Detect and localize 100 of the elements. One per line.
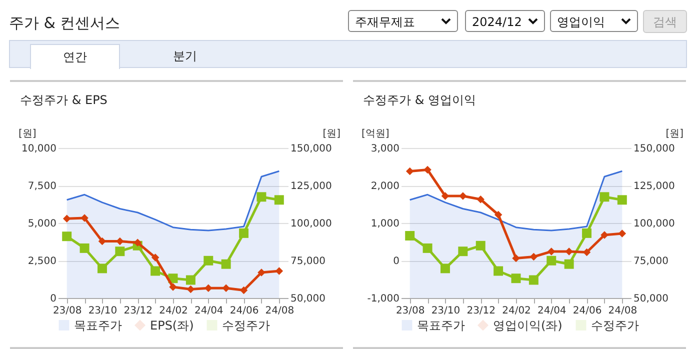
x-tick-label: 24/08 (265, 306, 294, 316)
y-tick-label: 10,000 (22, 144, 56, 154)
point (186, 275, 196, 285)
x-tick-label: 23/08 (52, 306, 82, 316)
point (275, 267, 284, 275)
y2-tick-label: 50,000 (290, 294, 326, 304)
point (406, 167, 414, 176)
x-tick-label: 23/08 (396, 306, 425, 316)
text: 2024/12 (472, 15, 522, 29)
point (116, 237, 124, 246)
point (97, 264, 107, 274)
x-tick-label: 24/06 (572, 306, 602, 316)
y2-tick-label: 75,000 (290, 256, 326, 267)
point (422, 243, 432, 253)
point (80, 243, 90, 253)
text: 주가 & 컨센서스 (9, 14, 120, 33)
text: 영업이익 (557, 15, 605, 29)
text: 주재무제표 (355, 15, 415, 29)
point (221, 259, 231, 269)
text: 검색 (643, 10, 687, 33)
y2-tick-label: 150,000 (634, 144, 675, 154)
point (476, 196, 484, 204)
point (528, 275, 538, 285)
point (618, 230, 626, 238)
point (582, 248, 591, 256)
chart-title: 수정주가 & EPS (20, 92, 108, 109)
y-axis-title: [억원] (362, 128, 390, 140)
y2-tick-label: 125,000 (290, 181, 332, 192)
y-tick-label: 2,000 (370, 181, 400, 192)
point (240, 286, 248, 294)
x-tick-label: 24/04 (194, 306, 224, 316)
point (530, 252, 538, 261)
point (494, 266, 504, 276)
y2-tick-label: 150,000 (290, 144, 332, 154)
point (169, 283, 177, 291)
legend-label: 영업이익(좌) (493, 318, 562, 332)
y2-tick-label: 100,000 (290, 218, 332, 230)
point (256, 192, 266, 202)
point (115, 246, 125, 256)
y-tick-label: 0 (50, 294, 56, 304)
y-tick-label: 2,500 (28, 256, 56, 267)
y2-axis-title: [원] (322, 128, 341, 140)
point (565, 248, 573, 256)
x-tick-label: 24/08 (608, 306, 638, 316)
point (204, 256, 214, 266)
y2-axis-title: [원] (666, 128, 684, 140)
point (62, 232, 72, 242)
y-tick-label: 5,000 (28, 218, 56, 230)
point (424, 166, 432, 174)
y2-tick-label: 125,000 (634, 181, 675, 192)
x-tick-label: 23/12 (466, 306, 496, 316)
point (134, 238, 142, 247)
point (564, 259, 574, 269)
y-tick-label: -1,000 (367, 294, 400, 304)
point (150, 266, 160, 276)
point (512, 254, 520, 262)
text: 분기 (172, 48, 198, 65)
point (600, 192, 610, 202)
point (494, 210, 502, 219)
x-tick-label: 24/04 (537, 306, 566, 316)
legend-label: EPS(좌) (150, 318, 194, 332)
point (600, 231, 608, 239)
point (258, 268, 266, 276)
point (546, 256, 556, 266)
point (186, 285, 195, 294)
point (405, 231, 415, 240)
y2-tick-label: 50,000 (634, 294, 668, 304)
point (239, 228, 249, 238)
point (582, 228, 592, 238)
point (476, 240, 486, 250)
legend-label: 수정주가 (591, 318, 639, 332)
chart-title: 수정주가 & 영업이익 (363, 92, 476, 109)
point (511, 274, 521, 284)
y-tick-label: 3,000 (370, 144, 400, 154)
x-tick-label: 24/06 (230, 306, 259, 316)
point (458, 246, 468, 256)
legend-label: 목표주가 (74, 318, 122, 332)
y-axis-title: [원] (18, 128, 36, 140)
y-tick-label: 1,000 (370, 218, 400, 230)
point (440, 264, 450, 274)
x-tick-label: 23/12 (124, 306, 153, 316)
point (204, 284, 212, 292)
point (80, 214, 88, 222)
y-tick-label: 7,500 (28, 181, 56, 192)
text: 연간 (30, 44, 120, 69)
point (274, 195, 284, 205)
point (617, 195, 627, 205)
x-tick-label: 24/02 (159, 306, 188, 316)
y2-tick-label: 75,000 (634, 256, 668, 267)
x-tick-label: 24/02 (502, 306, 531, 316)
point (222, 284, 230, 292)
point (459, 192, 467, 200)
y2-tick-label: 100,000 (634, 218, 675, 230)
y-tick-label: 0 (393, 256, 400, 267)
point (151, 254, 160, 262)
legend-label: 목표주가 (417, 318, 465, 332)
x-tick-label: 23/10 (431, 306, 460, 316)
legend-label: 수정주가 (222, 318, 270, 332)
x-tick-label: 23/10 (88, 306, 118, 316)
point (62, 214, 71, 223)
